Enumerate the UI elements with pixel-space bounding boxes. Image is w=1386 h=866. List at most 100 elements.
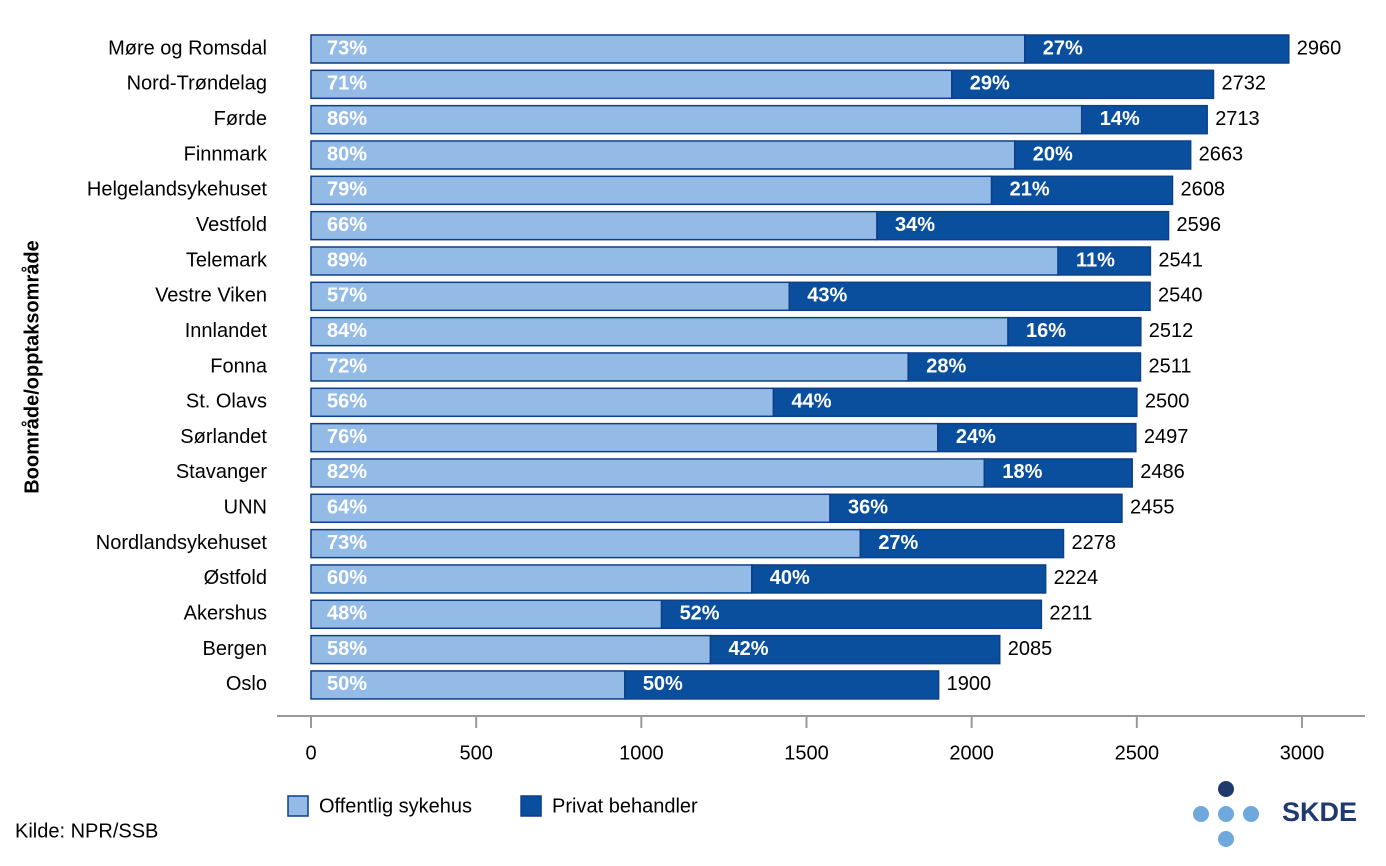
value-label: 57% xyxy=(327,285,367,307)
bar-segment xyxy=(310,458,986,488)
legend-label: Privat behandler xyxy=(552,795,698,817)
value-label: 58% xyxy=(327,638,367,660)
value-label: 42% xyxy=(728,638,768,660)
x-tick-label: 2500 xyxy=(1115,742,1160,764)
bar-segment xyxy=(310,69,953,100)
total-label: 2500 xyxy=(1145,391,1190,413)
total-label: 2455 xyxy=(1130,497,1175,519)
bar-segment xyxy=(937,422,1137,453)
logo-dot xyxy=(1218,806,1234,822)
value-label: 64% xyxy=(327,497,367,519)
y-tick-label: Vestre Viken xyxy=(155,285,267,307)
value-label: 21% xyxy=(1010,179,1050,201)
bar-segment xyxy=(310,104,1083,135)
logo-dot xyxy=(1218,831,1234,847)
bar-segment xyxy=(310,316,1009,347)
y-tick-label: UNN xyxy=(224,497,267,519)
bar-segment xyxy=(983,458,1133,488)
value-label: 76% xyxy=(327,426,367,448)
bar-segment xyxy=(310,564,753,594)
x-tick-label: 1500 xyxy=(784,742,829,764)
x-tick-label: 500 xyxy=(459,742,492,764)
bar-segment xyxy=(859,528,1065,559)
value-label: 27% xyxy=(1043,37,1083,59)
total-label: 2732 xyxy=(1221,73,1266,95)
total-label: 2713 xyxy=(1215,108,1260,130)
bar-segment xyxy=(660,599,1043,630)
bar-segment xyxy=(310,246,1059,276)
bar-segment xyxy=(310,599,663,630)
y-tick-label: Telemark xyxy=(186,249,268,271)
logo-dot xyxy=(1218,781,1234,797)
bar-segment xyxy=(1024,34,1290,64)
bar-segment xyxy=(751,564,1047,594)
bar-segment xyxy=(310,352,909,382)
total-label: 2497 xyxy=(1144,426,1189,448)
y-tick-label: Østfold xyxy=(204,567,267,589)
total-label: 2596 xyxy=(1177,214,1222,236)
total-label: 2663 xyxy=(1199,143,1244,165)
value-label: 40% xyxy=(770,567,810,589)
y-axis-title: Boområde/opptaksområde xyxy=(20,240,43,493)
source: Kilde: NPR/SSB xyxy=(15,820,158,842)
value-label: 16% xyxy=(1026,320,1066,342)
y-tick-label: Vestfold xyxy=(196,214,267,236)
y-tick-label: Finnmark xyxy=(184,143,268,165)
legend-label: Offentlig sykehus xyxy=(319,795,472,817)
bar-segment xyxy=(310,175,993,206)
y-tick-label: Innlandet xyxy=(185,320,268,342)
y-tick-label: Helgelandsykehuset xyxy=(87,179,268,201)
bar-segment xyxy=(310,422,939,453)
total-label: 2960 xyxy=(1297,37,1342,59)
x-tick-label: 0 xyxy=(305,742,316,764)
y-tick-label: Bergen xyxy=(203,638,268,660)
value-label: 71% xyxy=(327,73,367,95)
total-label: 2608 xyxy=(1181,179,1226,201)
value-label: 14% xyxy=(1100,108,1140,130)
value-label: 73% xyxy=(327,37,367,59)
bar-segment xyxy=(990,175,1174,206)
bar-segment xyxy=(772,387,1138,418)
x-tick-label: 1000 xyxy=(619,742,664,764)
bar-segment xyxy=(951,69,1215,100)
total-label: 1900 xyxy=(947,673,992,695)
bar-segment xyxy=(310,140,1016,170)
value-label: 11% xyxy=(1076,249,1115,271)
bar-segment xyxy=(310,634,712,665)
value-label: 43% xyxy=(807,285,847,307)
y-tick-label: Førde xyxy=(214,108,267,130)
value-label: 80% xyxy=(327,143,367,165)
value-label: 28% xyxy=(926,355,966,377)
bar-segment xyxy=(310,210,878,241)
bar-segment xyxy=(310,493,831,524)
total-label: 2224 xyxy=(1054,567,1099,589)
value-label: 18% xyxy=(1002,461,1042,483)
bar-segment xyxy=(1013,140,1192,170)
total-label: 2511 xyxy=(1148,355,1191,377)
bar-segment xyxy=(624,670,940,700)
bar-segment xyxy=(310,528,862,559)
value-label: 50% xyxy=(643,673,683,695)
y-tick-label: Nordlandsykehuset xyxy=(96,532,268,554)
total-label: 2278 xyxy=(1071,532,1116,554)
value-label: 29% xyxy=(970,73,1010,95)
total-label: 2211 xyxy=(1049,603,1092,625)
y-tick-label: Stavanger xyxy=(176,461,268,483)
legend-swatch xyxy=(520,795,542,817)
total-label: 2085 xyxy=(1008,638,1053,660)
total-label: 2541 xyxy=(1158,249,1203,271)
bar-segment xyxy=(907,352,1142,382)
value-label: 27% xyxy=(878,532,918,554)
value-label: 24% xyxy=(956,426,996,448)
y-tick-label: Nord-Trøndelag xyxy=(127,73,267,95)
y-tick-label: Oslo xyxy=(226,673,267,695)
total-label: 2512 xyxy=(1149,320,1194,342)
value-label: 60% xyxy=(327,567,367,589)
value-label: 73% xyxy=(327,532,367,554)
value-label: 48% xyxy=(327,603,367,625)
y-tick-label: Fonna xyxy=(210,355,268,377)
bar-segment xyxy=(1007,316,1142,347)
bar-segment xyxy=(310,387,775,418)
logo-text: SKDE xyxy=(1282,797,1357,827)
